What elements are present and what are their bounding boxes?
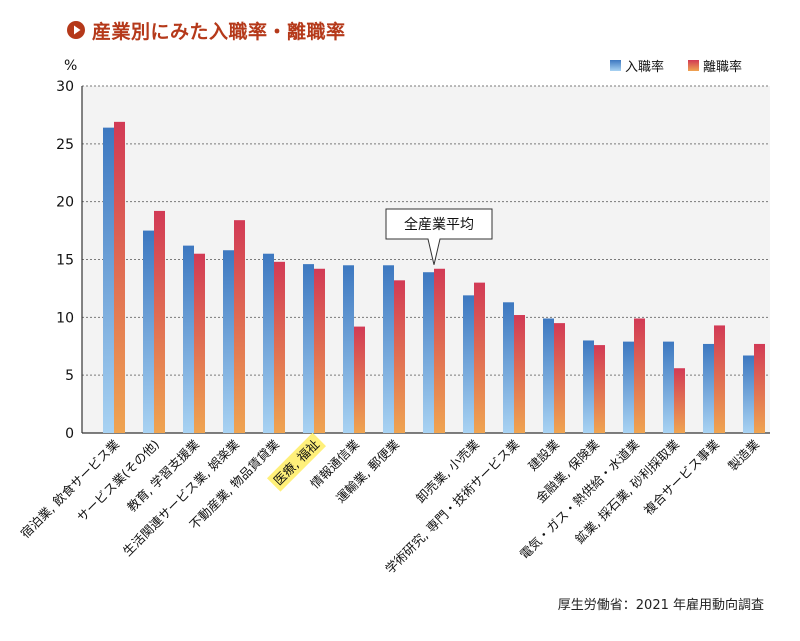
bar-exit-rate [634, 318, 645, 433]
y-tick-label: 15 [56, 253, 74, 269]
x-category-label: 建設業 [525, 436, 562, 473]
bar-exit-rate [194, 253, 205, 433]
play-circle-icon [66, 20, 86, 40]
source-note: 厚生労働省：2021 年雇用動向調査 [557, 598, 764, 613]
annotation-callout [385, 208, 493, 265]
y-tick-label: 0 [65, 426, 74, 442]
bar-exit-rate [554, 323, 565, 433]
legend-label-exit: 離職率 [703, 59, 742, 75]
bar-entry-rate [463, 295, 474, 433]
bar-exit-rate [114, 121, 125, 434]
bar-exit-rate [474, 282, 485, 433]
bar-entry-rate [143, 230, 154, 433]
category-highlight [267, 432, 327, 492]
bar-exit-rate [514, 315, 525, 433]
y-tick-label: 10 [56, 310, 74, 326]
x-category-text: 複合サービス事業 [641, 436, 723, 518]
bar-exit-rate [594, 345, 605, 433]
x-category-label: 教育, 学習支援業 [124, 436, 202, 514]
y-tick-label: 20 [56, 195, 74, 211]
y-axis-unit: % [64, 58, 77, 74]
bar-exit-rate [394, 280, 405, 433]
bar-entry-rate [103, 127, 114, 433]
chart-title: 産業別にみた入職率・離職率 [66, 14, 346, 46]
legend-label-entry: 入職率 [625, 59, 664, 75]
bar-entry-rate [423, 272, 434, 433]
x-category-text: 教育, 学習支援業 [124, 436, 202, 514]
x-category-label: 複合サービス事業 [641, 436, 723, 518]
bar-exit-rate [434, 268, 445, 433]
annotation-text: 全産業平均 [404, 216, 474, 233]
bar-exit-rate [314, 268, 325, 433]
bar-entry-rate [383, 265, 394, 433]
y-tick-label: 25 [56, 137, 74, 153]
bar-entry-rate [583, 340, 594, 433]
bar-entry-rate [703, 343, 714, 433]
bar-entry-rate [343, 265, 354, 433]
bar-exit-rate [154, 210, 165, 433]
bar-entry-rate [263, 253, 274, 433]
x-category-label: 製造業 [725, 436, 762, 473]
bar-entry-rate [503, 302, 514, 433]
bar-entry-rate [743, 355, 754, 433]
bar-entry-rate [623, 341, 634, 433]
bar-exit-rate [714, 325, 725, 433]
bar-entry-rate [223, 250, 234, 433]
bar-entry-rate [183, 245, 194, 433]
legend-swatch-entry [610, 60, 621, 71]
bar-exit-rate [274, 261, 285, 433]
bar-entry-rate [543, 318, 554, 433]
bar-exit-rate [354, 326, 365, 433]
bar-exit-rate [674, 368, 685, 433]
x-category-text: 建設業 [525, 436, 562, 473]
y-tick-label: 30 [56, 79, 74, 95]
x-category-text: 製造業 [725, 436, 762, 473]
chart-title-text: 産業別にみた入職率・離職率 [92, 20, 346, 43]
bar-exit-rate [754, 343, 765, 433]
bar-entry-rate [663, 341, 674, 433]
legend-swatch-exit [688, 60, 699, 71]
bar-exit-rate [234, 220, 245, 433]
bar-entry-rate [303, 264, 314, 433]
y-tick-label: 5 [65, 368, 74, 384]
